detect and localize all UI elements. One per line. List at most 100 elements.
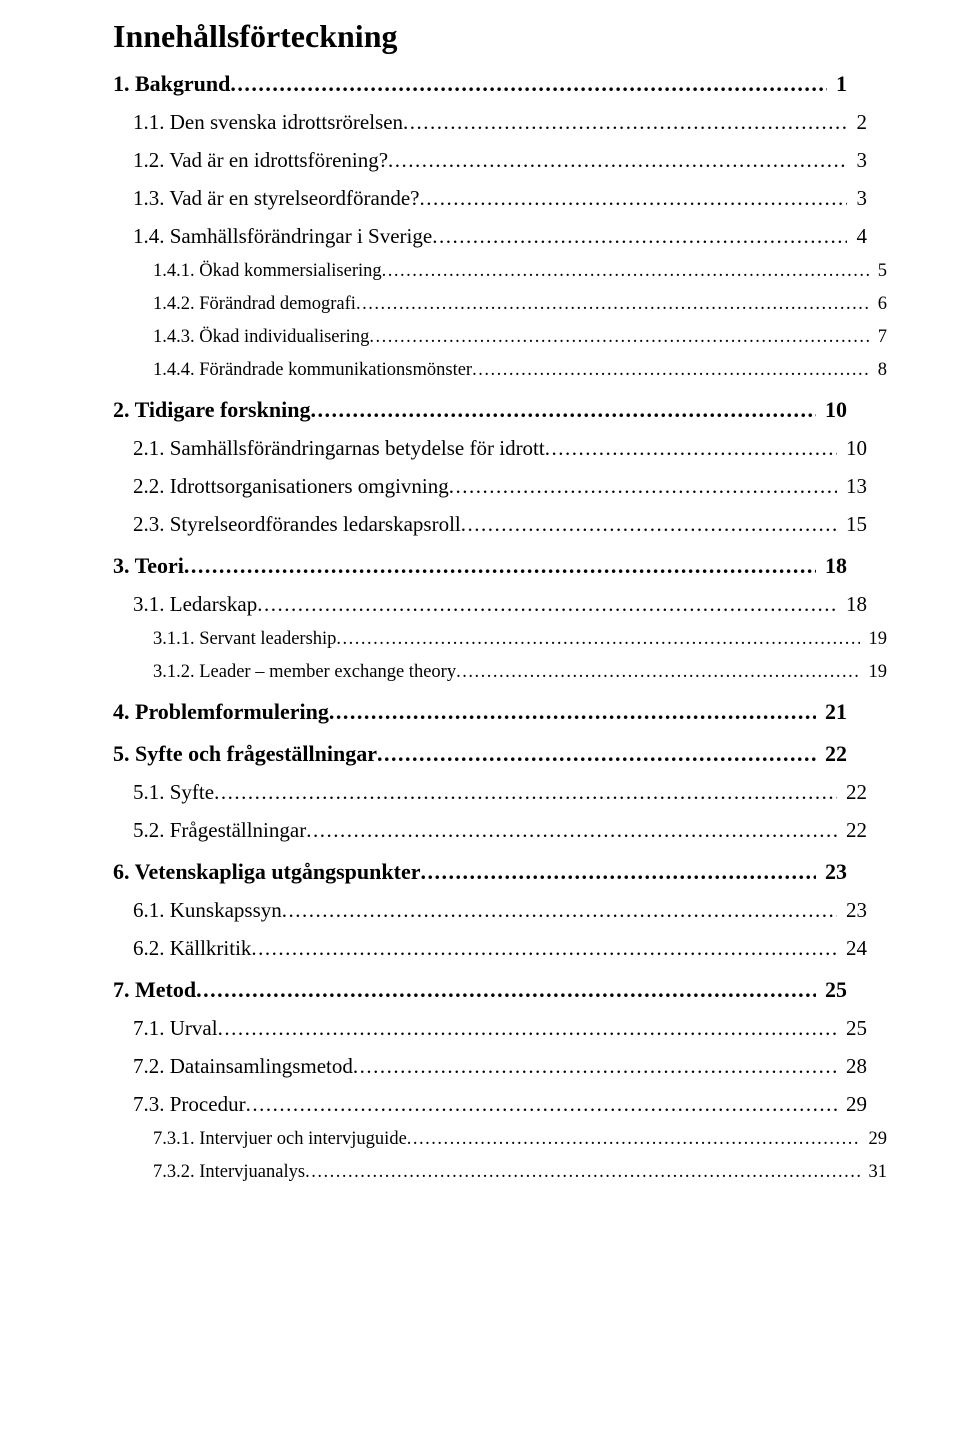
toc-entry-label: 1.4.3. Ökad individualisering [153, 327, 369, 348]
toc-leader-dots [196, 977, 815, 1003]
toc-entry-label: 7.3.2. Intervjuanalys [153, 1162, 305, 1183]
toc-entry-page: 13 [837, 474, 867, 499]
toc-entry-label: 1.3. Vad är en styrelseordförande? [133, 186, 420, 211]
toc-entry-page: 18 [837, 592, 867, 617]
toc-entry-page: 29 [860, 1129, 887, 1150]
toc-entry: 2.3. Styrelseordförandes ledarskapsroll … [113, 512, 867, 537]
toc-entry-page: 7 [869, 327, 887, 348]
toc-entry: 5. Syfte och frågeställningar 22 [113, 741, 847, 767]
toc-entry-label: 3.1.2. Leader – member exchange theory [153, 662, 456, 683]
toc-entry: 2. Tidigare forskning 10 [113, 397, 847, 423]
toc-entry-page: 29 [837, 1092, 867, 1117]
toc-entry-label: 6.2. Källkritik [133, 936, 251, 961]
toc-entry: 1.4.4. Förändrade kommunikationsmönster … [113, 360, 887, 381]
toc-leader-dots [246, 1092, 837, 1117]
toc-entry-label: 1.2. Vad är en idrottsförening? [133, 148, 388, 173]
toc-entry-page: 22 [837, 780, 867, 805]
toc-entry: 1.4.2. Förändrad demografi 6 [113, 294, 887, 315]
toc-entry: 7.3. Procedur 29 [113, 1092, 867, 1117]
toc-leader-dots [377, 741, 816, 767]
toc-entry: 2.2. Idrottsorganisationers omgivning 13 [113, 474, 867, 499]
toc-entry-label: 1.1. Den svenska idrottsrörelsen [133, 110, 403, 135]
toc-entry: 5.2. Frågeställningar 22 [113, 818, 867, 843]
toc-leader-dots [257, 592, 837, 617]
toc-entry-label: 2.1. Samhällsförändringarnas betydelse f… [133, 436, 545, 461]
toc-entry: 3. Teori 18 [113, 553, 847, 579]
toc-entry-label: 1.4.2. Förändrad demografi [153, 294, 356, 315]
toc-entry-page: 18 [816, 553, 848, 579]
toc-leader-dots [461, 512, 837, 537]
toc-entry-page: 25 [816, 977, 848, 1003]
toc-entry: 2.1. Samhällsförändringarnas betydelse f… [113, 436, 867, 461]
toc-entry-page: 4 [847, 224, 867, 249]
toc-entry-label: 7.3. Procedur [133, 1092, 246, 1117]
toc-entry-label: 2. Tidigare forskning [113, 397, 310, 423]
toc-entry: 6. Vetenskapliga utgångspunkter 23 [113, 859, 847, 885]
toc-leader-dots [305, 1162, 860, 1183]
toc-entry-label: 7.1. Urval [133, 1016, 218, 1041]
toc-title: Innehållsförteckning [113, 18, 847, 55]
toc-entry-label: 3.1. Ledarskap [133, 592, 257, 617]
toc-entry: 6.1. Kunskapssyn 23 [113, 898, 867, 923]
toc-leader-dots [407, 1129, 860, 1150]
toc-entry-label: 7.3.1. Intervjuer och intervjuguide [153, 1129, 407, 1150]
toc-leader-dots [184, 553, 816, 579]
toc-leader-dots [230, 71, 826, 97]
toc-entry-page: 1 [827, 71, 848, 97]
toc-entry-page: 19 [860, 662, 887, 683]
toc-entry-page: 6 [869, 294, 887, 315]
toc-entry-label: 7. Metod [113, 977, 196, 1003]
toc-entry-page: 23 [837, 898, 867, 923]
toc-entry-label: 1.4.4. Förändrade kommunikationsmönster [153, 360, 472, 381]
toc-entry-label: 3.1.1. Servant leadership [153, 629, 336, 650]
toc-leader-dots [310, 397, 815, 423]
toc-leader-dots [369, 327, 869, 348]
toc-entry: 1.1. Den svenska idrottsrörelsen 2 [113, 110, 867, 135]
toc-entry-label: 6.1. Kunskapssyn [133, 898, 282, 923]
toc-entry-page: 2 [847, 110, 867, 135]
toc-entry-label: 1. Bakgrund [113, 71, 230, 97]
toc-entry: 1.4. Samhällsförändringar i Sverige 4 [113, 224, 867, 249]
toc-entry: 7.2. Datainsamlingsmetod 28 [113, 1054, 867, 1079]
toc-entry: 3.1. Ledarskap 18 [113, 592, 867, 617]
toc-entry: 1.3. Vad är en styrelseordförande? 3 [113, 186, 867, 211]
toc-entry: 1. Bakgrund 1 [113, 71, 847, 97]
toc-entry: 5.1. Syfte 22 [113, 780, 867, 805]
toc-leader-dots [329, 699, 816, 725]
toc-leader-dots [382, 261, 869, 282]
toc-leader-dots [356, 294, 869, 315]
toc-entry-page: 23 [816, 859, 848, 885]
toc-leader-dots [449, 474, 837, 499]
toc-entry-label: 6. Vetenskapliga utgångspunkter [113, 859, 420, 885]
toc-entry: 7.3.2. Intervjuanalys 31 [113, 1162, 887, 1183]
toc-leader-dots [456, 662, 860, 683]
toc-entry-label: 2.3. Styrelseordförandes ledarskapsroll [133, 512, 461, 537]
toc-entry-page: 24 [837, 936, 867, 961]
toc-leader-dots [432, 224, 847, 249]
toc-list: 1. Bakgrund 1 1.1. Den svenska idrottsrör… [113, 71, 847, 1183]
toc-entry-label: 7.2. Datainsamlingsmetod [133, 1054, 353, 1079]
toc-leader-dots [214, 780, 837, 805]
toc-entry-label: 1.4. Samhällsförändringar i Sverige [133, 224, 432, 249]
toc-entry-page: 5 [869, 261, 887, 282]
toc-entry-page: 28 [837, 1054, 867, 1079]
toc-entry-page: 25 [837, 1016, 867, 1041]
toc-leader-dots [420, 859, 815, 885]
toc-entry: 3.1.1. Servant leadership 19 [113, 629, 887, 650]
toc-leader-dots [251, 936, 836, 961]
toc-entry-page: 22 [837, 818, 867, 843]
toc-entry: 7.3.1. Intervjuer och intervjuguide 29 [113, 1129, 887, 1150]
toc-entry-page: 19 [860, 629, 887, 650]
toc-leader-dots [336, 629, 859, 650]
toc-entry-label: 5. Syfte och frågeställningar [113, 741, 377, 767]
toc-entry-label: 5.2. Frågeställningar [133, 818, 306, 843]
toc-entry-label: 1.4.1. Ökad kommersialisering [153, 261, 382, 282]
toc-entry: 4. Problemformulering 21 [113, 699, 847, 725]
toc-entry-page: 21 [816, 699, 848, 725]
toc-entry-page: 31 [860, 1162, 887, 1183]
toc-leader-dots [282, 898, 837, 923]
toc-entry-label: 3. Teori [113, 553, 184, 579]
toc-entry: 1.4.3. Ökad individualisering 7 [113, 327, 887, 348]
toc-entry-page: 8 [869, 360, 887, 381]
toc-entry-page: 15 [837, 512, 867, 537]
